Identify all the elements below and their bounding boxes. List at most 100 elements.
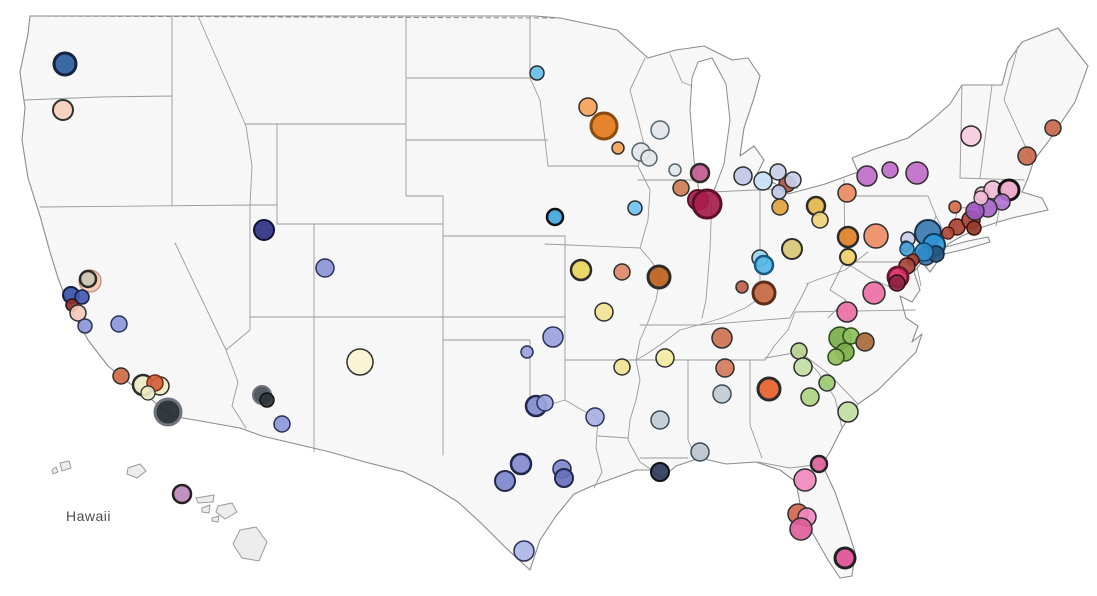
map-bubble[interactable] xyxy=(800,387,820,407)
map-bubble[interactable] xyxy=(650,462,670,482)
map-bubble[interactable] xyxy=(733,166,753,186)
map-bubble[interactable] xyxy=(554,468,574,488)
map-bubble[interactable] xyxy=(818,374,836,392)
map-bubble[interactable] xyxy=(833,546,857,570)
map-bubble[interactable] xyxy=(837,183,857,203)
map-bubble[interactable] xyxy=(836,225,860,249)
map-bubble[interactable] xyxy=(837,401,859,423)
map-bubble[interactable] xyxy=(627,200,643,216)
map-bubble[interactable] xyxy=(784,171,802,189)
map-bubble[interactable] xyxy=(655,348,675,368)
map-bubble[interactable] xyxy=(650,410,670,430)
map-bubble[interactable] xyxy=(914,242,934,262)
map-bubble[interactable] xyxy=(855,332,875,352)
map-bubble[interactable] xyxy=(140,385,156,401)
map-bubble[interactable] xyxy=(1017,146,1037,166)
us-map-outline xyxy=(19,15,1089,579)
bubble-layer xyxy=(52,51,1062,570)
map-bubble[interactable] xyxy=(578,97,598,117)
map-bubble[interactable] xyxy=(346,348,374,376)
map-bubble[interactable] xyxy=(811,211,829,229)
map-bubble[interactable] xyxy=(640,149,658,167)
map-bubble[interactable] xyxy=(863,223,889,249)
map-bubble[interactable] xyxy=(839,248,857,266)
map-bubble[interactable] xyxy=(520,345,534,359)
map-bubble[interactable] xyxy=(881,161,899,179)
map-bubble[interactable] xyxy=(771,198,789,216)
map-bubble[interactable] xyxy=(973,190,989,206)
map-bubble[interactable] xyxy=(862,281,886,305)
map-bubble[interactable] xyxy=(672,179,690,197)
map-bubble[interactable] xyxy=(650,120,670,140)
map-bubble[interactable] xyxy=(888,274,906,292)
map-bubble[interactable] xyxy=(735,280,749,294)
map-bubble[interactable] xyxy=(77,318,93,334)
map-bubble[interactable] xyxy=(668,163,682,177)
map-bubble[interactable] xyxy=(110,315,128,333)
map-bubble[interactable] xyxy=(52,99,74,121)
map-bubble[interactable] xyxy=(771,184,787,200)
map-bubble[interactable] xyxy=(646,264,672,290)
map-bubble[interactable] xyxy=(542,326,564,348)
map-bubble[interactable] xyxy=(781,238,803,260)
map-bubble[interactable] xyxy=(966,220,982,236)
map-bubble[interactable] xyxy=(756,376,782,402)
map-bubble[interactable] xyxy=(569,258,593,282)
hawaii-islands xyxy=(51,460,268,562)
map-bubble[interactable] xyxy=(827,348,845,366)
map-bubble[interactable] xyxy=(613,358,631,376)
map-bubble[interactable] xyxy=(689,162,711,184)
map-bubble[interactable] xyxy=(960,125,982,147)
map-bubble[interactable] xyxy=(536,394,554,412)
map-bubble[interactable] xyxy=(836,301,858,323)
map-bubble[interactable] xyxy=(545,207,565,227)
map-bubble[interactable] xyxy=(899,241,915,257)
map-bubble[interactable] xyxy=(809,454,829,474)
map-bubble[interactable] xyxy=(594,302,614,322)
island-kahoolawe xyxy=(211,515,220,523)
map-bubble[interactable] xyxy=(315,258,335,278)
map-bubble[interactable] xyxy=(712,384,732,404)
map-bubble[interactable] xyxy=(789,517,813,541)
map-bubble[interactable] xyxy=(74,289,90,305)
map-bubble[interactable] xyxy=(793,468,817,492)
map-bubble[interactable] xyxy=(513,540,535,562)
canada-border xyxy=(29,15,561,19)
map-bubble[interactable] xyxy=(253,219,275,241)
map-bubble[interactable] xyxy=(711,327,733,349)
map-bubble[interactable] xyxy=(259,392,275,408)
map-bubble[interactable] xyxy=(78,269,98,289)
map-bubble[interactable] xyxy=(753,171,773,191)
map-bubble[interactable] xyxy=(690,442,710,462)
map-bubble[interactable] xyxy=(273,415,291,433)
map-bubble[interactable] xyxy=(494,470,516,492)
map-bubble[interactable] xyxy=(585,407,605,427)
map-bubble[interactable] xyxy=(715,358,735,378)
map-bubble[interactable] xyxy=(589,111,619,141)
map-bubble[interactable] xyxy=(611,141,625,155)
map-bubble[interactable] xyxy=(613,263,631,281)
map-bubble[interactable] xyxy=(529,65,545,81)
map-bubble[interactable] xyxy=(905,161,929,185)
map-bubble[interactable] xyxy=(69,304,87,322)
map-bubble[interactable] xyxy=(790,342,808,360)
island-molokai xyxy=(195,494,215,504)
map-bubble[interactable] xyxy=(153,397,183,427)
map-bubble[interactable] xyxy=(941,226,955,240)
map-bubble[interactable] xyxy=(509,452,533,476)
map-bubble[interactable] xyxy=(793,357,813,377)
map-bubble[interactable] xyxy=(112,367,130,385)
island-niihau xyxy=(51,466,59,475)
hawaii-label: Hawaii xyxy=(66,508,111,524)
map-bubble[interactable] xyxy=(856,165,878,187)
map-bubble[interactable] xyxy=(171,483,193,505)
map-bubble[interactable] xyxy=(691,188,723,220)
map-bubble[interactable] xyxy=(1044,119,1062,137)
map-bubble[interactable] xyxy=(948,200,962,214)
map-bubble[interactable] xyxy=(769,163,787,181)
map-bubble[interactable] xyxy=(751,280,777,306)
map-bubble[interactable] xyxy=(52,51,78,77)
map-bubble[interactable] xyxy=(753,254,775,276)
island-kauai xyxy=(59,460,72,472)
